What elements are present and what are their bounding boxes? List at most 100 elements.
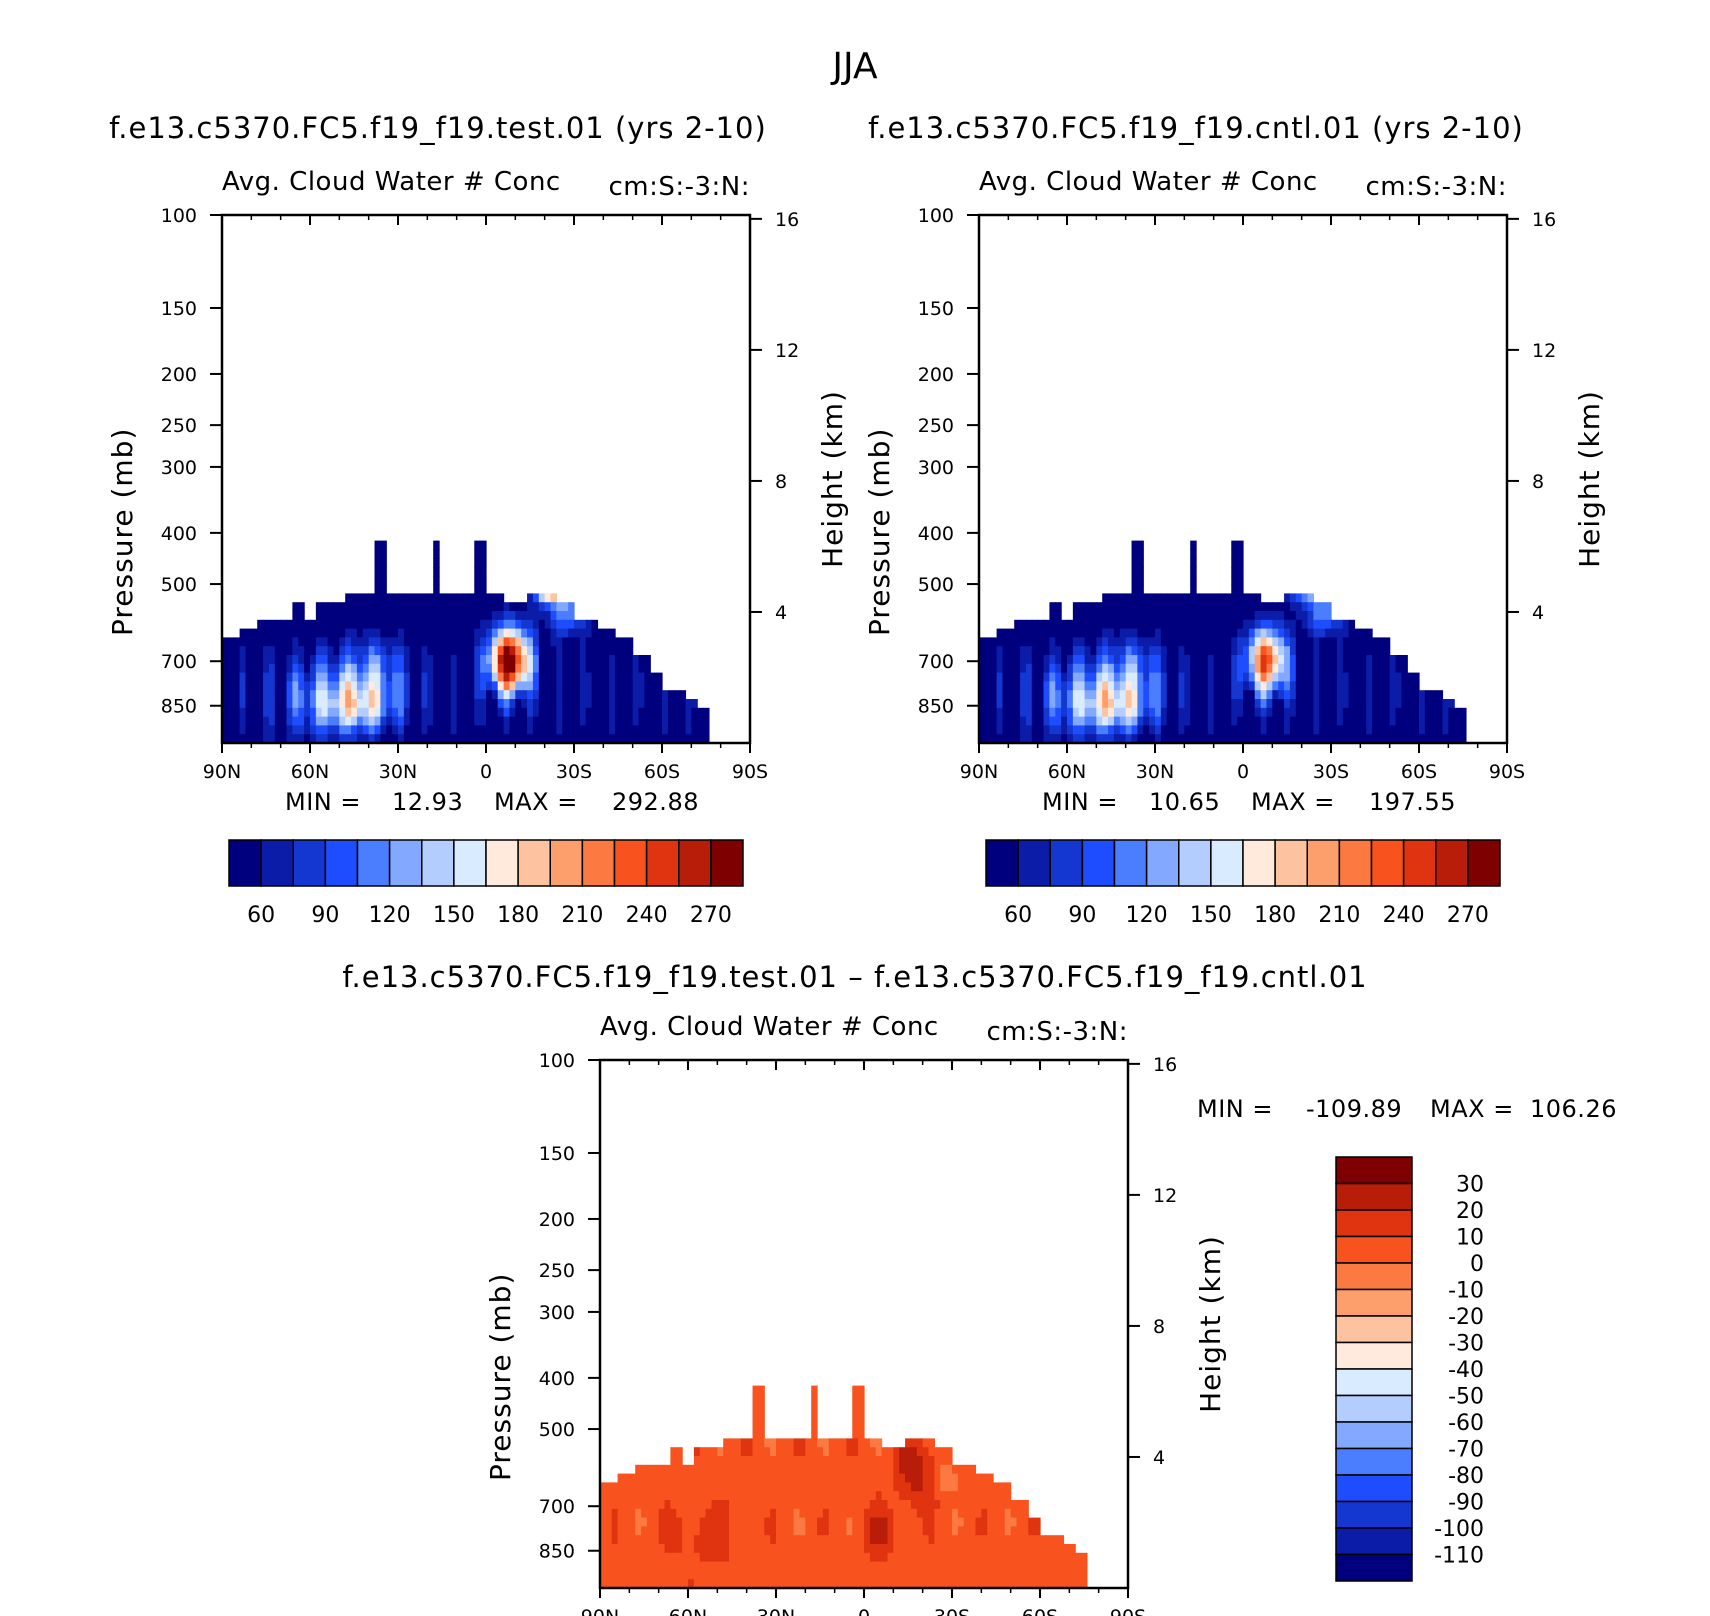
field-cell [781, 1473, 789, 1483]
field-cell [615, 672, 622, 682]
field-cell [585, 637, 593, 647]
field-cell [544, 593, 552, 603]
field-cell [928, 1482, 935, 1492]
field-cell [734, 1517, 742, 1527]
field-cell [1301, 725, 1309, 735]
field-cell [544, 619, 552, 630]
field-cell [658, 1570, 666, 1580]
field-cell [670, 1482, 677, 1492]
field-cell [1143, 602, 1150, 612]
field-cell [1020, 699, 1027, 709]
field-cell [1272, 628, 1279, 638]
field-cell [321, 602, 329, 612]
field-cell [969, 1491, 977, 1501]
field-cell [1190, 611, 1197, 621]
field-cell [1372, 699, 1379, 709]
field-cell [544, 699, 552, 709]
field-cell [1008, 707, 1015, 718]
field-cell [717, 1500, 724, 1510]
field-cell [746, 1482, 754, 1492]
field-cell [600, 1526, 607, 1536]
field-cell [1102, 672, 1109, 682]
y2-tick-label: 16 [1153, 1054, 1177, 1076]
field-cell [641, 1473, 648, 1483]
field-cell [1307, 725, 1314, 735]
field-cell [515, 663, 522, 674]
field-cell [864, 1579, 871, 1589]
colorbar-swatch [517, 839, 551, 887]
field-cell [521, 690, 528, 700]
field-cell [1037, 734, 1045, 744]
field-cell [380, 663, 387, 674]
field-cell [245, 725, 252, 735]
field-cell [664, 1473, 671, 1483]
field-cell [1025, 655, 1033, 665]
field-cell [515, 672, 522, 682]
field-cell [362, 716, 370, 726]
field-cell [1231, 681, 1238, 691]
field-cell [1237, 655, 1244, 665]
field-cell [787, 1491, 795, 1501]
field-cell [629, 1482, 636, 1492]
field-cell [1025, 699, 1033, 709]
field-cell [1125, 646, 1133, 656]
field-cell [351, 681, 358, 691]
field-cell [1031, 646, 1039, 656]
field-cell [799, 1456, 806, 1466]
field-cell [304, 725, 311, 735]
field-cell [676, 1456, 683, 1466]
field-cell [374, 734, 381, 744]
field-cell [1119, 611, 1127, 621]
field-cell [1190, 690, 1197, 700]
field-cell [752, 1438, 759, 1448]
field-cell [1360, 646, 1367, 656]
field-cell [356, 637, 364, 647]
field-cell [662, 699, 669, 709]
field-cell [439, 602, 446, 612]
field-cell [333, 628, 340, 638]
field-cell [764, 1526, 771, 1536]
field-cell [662, 707, 669, 718]
field-cell [705, 1456, 713, 1466]
field-cell [620, 663, 628, 674]
field-cell [585, 655, 593, 665]
field-cell [729, 1517, 736, 1527]
field-cell [268, 707, 276, 718]
field-cell [339, 646, 346, 656]
field-cell [1020, 619, 1027, 630]
field-cell [274, 655, 282, 665]
field-cell [617, 1491, 625, 1501]
field-cell [486, 602, 493, 612]
field-cell [1342, 655, 1350, 665]
field-cell [1137, 567, 1144, 577]
field-cell [1031, 707, 1039, 718]
field-cell [227, 725, 235, 735]
field-cell [1301, 602, 1309, 612]
y-tick-label: 700 [539, 1496, 575, 1518]
field-cell [852, 1385, 859, 1395]
field-cell [1266, 646, 1273, 656]
field-cell [603, 690, 610, 700]
field-cell [1184, 602, 1191, 612]
field-cell [222, 716, 229, 726]
field-cell [1119, 707, 1127, 718]
field-cell [940, 1508, 947, 1519]
field-cell [556, 690, 563, 700]
field-cell [392, 681, 399, 691]
field-cell [298, 734, 305, 744]
field-cell [1172, 716, 1180, 726]
field-cell [729, 1579, 736, 1589]
field-cell [292, 707, 299, 718]
field-cell [828, 1447, 836, 1457]
field-cell [734, 1561, 742, 1571]
field-cell [998, 1517, 1006, 1527]
field-cell [556, 646, 563, 656]
field-cell [386, 690, 393, 700]
field-cell [1354, 646, 1361, 656]
field-cell [1172, 707, 1180, 718]
field-cell [946, 1482, 953, 1492]
field-cell [676, 1535, 683, 1545]
field-cell [600, 1552, 607, 1563]
field-cell [450, 611, 458, 621]
y-tick-label: 150 [161, 298, 197, 320]
